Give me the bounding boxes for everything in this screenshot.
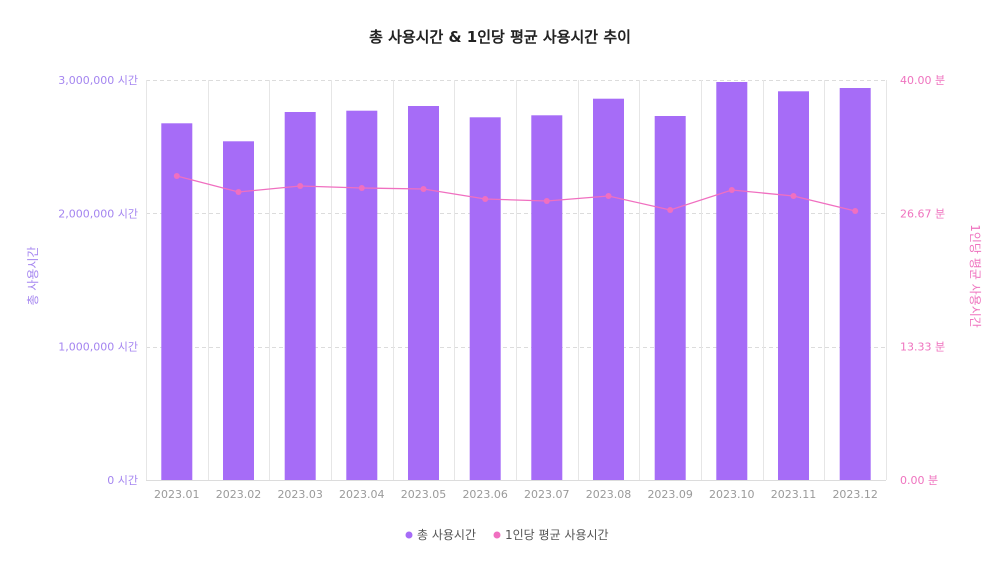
legend-marker-total [405, 531, 413, 539]
bar-2023.07[interactable] [531, 115, 563, 481]
x-tick-label: 2023.04 [339, 488, 385, 501]
line-point-2023.09[interactable] [667, 207, 674, 213]
bar-2023.05[interactable] [408, 106, 439, 480]
line-series-average [176, 175, 856, 212]
x-tick-label: 2023.11 [771, 488, 817, 501]
bar-2023.06[interactable] [469, 117, 501, 481]
left-axis-ticks: 0 시간 1,000,000 시간 2,000,000 시간 3,000,000 시간 [58, 74, 138, 487]
line-point-2023.03[interactable] [297, 183, 304, 189]
line-point-2023.10[interactable] [728, 187, 735, 193]
right-tick-label: 13.33 분 [900, 341, 945, 354]
x-tick-label: 2023.07 [524, 488, 570, 501]
left-tick-label: 3,000,000 시간 [58, 74, 138, 87]
right-axis-title: 1인당 평균 사용시간 [968, 224, 982, 328]
line-point-2023.12[interactable] [852, 208, 859, 214]
line-layer [173, 173, 859, 214]
x-tick-label: 2023.12 [832, 488, 878, 501]
right-tick-label: 40.00 분 [900, 74, 945, 87]
x-tick-label: 2023.05 [401, 488, 447, 501]
left-tick-label: 2,000,000 시간 [58, 207, 138, 220]
x-tick-label: 2023.09 [647, 488, 693, 501]
bar-2023.11[interactable] [778, 91, 809, 481]
bar-2023.10[interactable] [716, 82, 748, 480]
right-tick-label: 26.67 분 [900, 207, 945, 220]
line-point-2023.01[interactable] [173, 173, 180, 179]
legend-label-average: 1인당 평균 사용시간 [505, 528, 609, 542]
line-point-2023.02[interactable] [235, 189, 242, 195]
left-tick-label: 0 시간 [107, 474, 138, 487]
bar-2023.02[interactable] [223, 141, 254, 481]
line-point-2023.08[interactable] [605, 193, 612, 199]
x-tick-label: 2023.02 [216, 488, 262, 501]
bar-2023.04[interactable] [346, 110, 378, 480]
bars-layer [161, 82, 871, 481]
bar-2023.03[interactable] [284, 112, 316, 480]
bar-2023.12[interactable] [839, 88, 871, 480]
line-point-2023.05[interactable] [420, 186, 427, 192]
right-tick-label: 0.00 분 [900, 474, 938, 487]
legend-marker-average [493, 531, 501, 539]
legend-item-total[interactable]: 총 사용시간 [405, 528, 477, 542]
x-tick-label: 2023.03 [277, 488, 323, 501]
legend-label-total: 총 사용시간 [417, 528, 476, 542]
right-axis-ticks: 0.00 분 13.33 분 26.67 분 40.00 분 [900, 74, 945, 487]
x-tick-label: 2023.08 [586, 488, 632, 501]
grid-layer [146, 80, 887, 481]
bar-2023.09[interactable] [654, 116, 686, 480]
chart-title: 총 사용시간 & 1인당 평균 사용시간 추이 [369, 28, 631, 46]
bar-2023.08[interactable] [593, 98, 624, 480]
bar-2023.01[interactable] [161, 123, 193, 481]
x-axis-ticks: 2023.01 2023.02 2023.03 2023.04 2023.05 2023.… [154, 488, 878, 501]
line-point-2023.11[interactable] [790, 193, 797, 199]
line-point-2023.04[interactable] [358, 185, 365, 191]
x-tick-label: 2023.01 [154, 488, 200, 501]
legend-item-average[interactable]: 1인당 평균 사용시간 [493, 528, 609, 542]
legend: 총 사용시간 1인당 평균 사용시간 [405, 528, 609, 542]
line-point-2023.06[interactable] [482, 196, 489, 202]
left-tick-label: 1,000,000 시간 [58, 341, 138, 354]
left-axis-title: 총 사용시간 [26, 246, 40, 305]
line-point-2023.07[interactable] [543, 198, 550, 204]
x-tick-label: 2023.10 [709, 488, 755, 501]
x-tick-label: 2023.06 [462, 488, 508, 501]
